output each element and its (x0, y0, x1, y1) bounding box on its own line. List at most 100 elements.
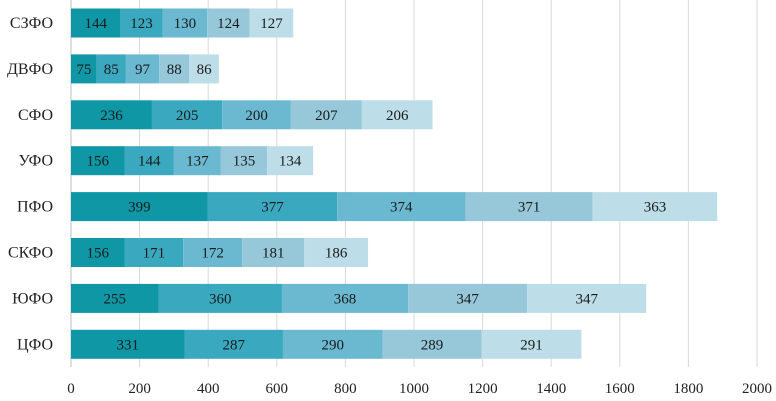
x-tick-label: 1400 (536, 381, 566, 397)
bar-segment (71, 8, 121, 38)
category-label: СКФО (8, 245, 53, 262)
x-tick-label: 2000 (742, 381, 772, 397)
bar-segment (183, 238, 243, 267)
bar-segment (290, 100, 362, 130)
data-label: 291 (520, 337, 543, 353)
category-label: ЮФО (12, 290, 53, 307)
data-label: 377 (261, 200, 284, 216)
bar-segment (282, 329, 383, 359)
category-label: ПФО (17, 199, 53, 216)
data-label: 134 (279, 154, 302, 170)
data-label: 123 (130, 16, 153, 32)
bar-segment (249, 8, 294, 38)
data-label: 289 (421, 337, 444, 353)
data-label: 172 (201, 246, 224, 262)
data-label: 97 (135, 62, 151, 78)
data-label: 200 (245, 108, 268, 124)
bar-segment (382, 329, 482, 359)
data-label: 347 (456, 291, 479, 307)
data-label: 88 (167, 62, 182, 78)
data-label: 368 (334, 291, 357, 307)
data-label: 371 (518, 200, 541, 216)
data-label: 290 (321, 337, 344, 353)
x-tick-label: 800 (334, 381, 357, 397)
data-label: 124 (217, 16, 240, 32)
x-tick-labels: 0 200 400 600 800 1000 1200 1400 1600 1800 2000 (67, 381, 772, 397)
data-label: 347 (575, 291, 598, 307)
data-label: 130 (174, 16, 197, 32)
bar-segment (465, 192, 593, 222)
data-label: 75 (76, 62, 91, 78)
bar-segment (71, 146, 125, 176)
data-label: 331 (117, 337, 140, 353)
bar-segment (120, 8, 163, 38)
data-label: 363 (644, 200, 667, 216)
data-label: 156 (87, 246, 110, 262)
bar-segment (71, 329, 185, 359)
bar-segment (220, 146, 268, 176)
bar-segment (96, 54, 126, 84)
bar-segment (361, 100, 433, 130)
category-label: ЦФО (17, 336, 53, 353)
bar-segment (408, 283, 528, 313)
data-label: 255 (103, 291, 126, 307)
x-tick-label: 1200 (468, 381, 498, 397)
bar-segment (481, 329, 582, 359)
bar-segment (527, 283, 647, 313)
bar-segment (71, 238, 125, 267)
x-tick-label: 1600 (605, 381, 635, 397)
data-label: 135 (233, 154, 256, 170)
x-tick-label: 0 (67, 381, 75, 397)
data-label: 181 (262, 246, 285, 262)
data-label: 137 (186, 154, 209, 170)
data-label: 206 (386, 108, 409, 124)
category-label: УФО (18, 153, 53, 170)
bar-segment (207, 8, 250, 38)
x-tick-label: 400 (197, 381, 220, 397)
data-label: 171 (143, 246, 166, 262)
data-label: 236 (100, 108, 123, 124)
bar-segment (173, 146, 221, 176)
data-label: 127 (260, 16, 283, 32)
bar-segment (162, 8, 208, 38)
x-tick-label: 600 (266, 381, 289, 397)
bar-segment (207, 192, 338, 222)
data-label: 399 (128, 200, 151, 216)
x-tick-label: 1800 (673, 381, 703, 397)
bar-segment (281, 283, 409, 313)
category-labels: СЗФО ДВФО СФО УФО ПФО СКФО ЮФО ЦФО (7, 15, 53, 353)
x-tick-label: 200 (128, 381, 151, 397)
data-label: 144 (138, 154, 161, 170)
category-label: СЗФО (10, 15, 53, 32)
bar-segment (124, 238, 184, 267)
data-label: 85 (104, 62, 119, 78)
data-label: 86 (197, 62, 213, 78)
data-label: 207 (315, 108, 338, 124)
bar-segment (267, 146, 314, 176)
data-label: 186 (325, 246, 348, 262)
bar-segment (151, 100, 223, 130)
bar-segment (124, 146, 174, 176)
bars (71, 8, 718, 359)
bar-segment (222, 100, 291, 130)
data-labels: 144 123 130 124 127 75 85 97 88 86 236 205 200 207 206… (76, 16, 666, 353)
data-label: 287 (223, 337, 246, 353)
data-label: 374 (390, 200, 413, 216)
bar-segment (71, 283, 159, 313)
bar-segment (71, 192, 208, 222)
data-label: 156 (87, 154, 110, 170)
bar-segment (125, 54, 160, 84)
bar-segment (189, 54, 219, 84)
bar-segment (242, 238, 305, 267)
category-label: СФО (18, 107, 53, 124)
bar-segment (592, 192, 718, 222)
bar-segment (71, 54, 97, 84)
bar-segment (304, 238, 369, 267)
data-label: 360 (209, 291, 232, 307)
data-label: 205 (176, 108, 199, 124)
category-label: ДВФО (7, 61, 53, 78)
bar-segment (159, 54, 190, 84)
bar-segment (158, 283, 282, 313)
bar-segment (184, 329, 283, 359)
bar-segment (337, 192, 466, 222)
